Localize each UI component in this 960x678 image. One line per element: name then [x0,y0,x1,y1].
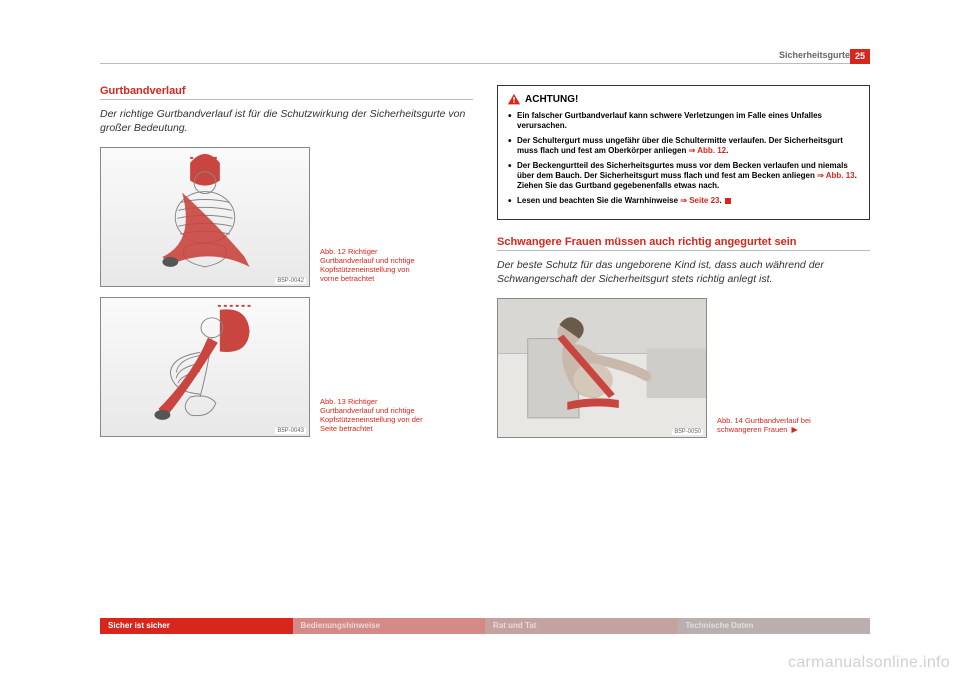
warning-triangle-icon [507,93,521,106]
heading-gurtbandverlauf: Gurtbandverlauf [100,85,473,100]
end-square-icon [725,198,731,204]
warning-item-4-text-b: . [719,196,721,205]
warning-list: Ein falscher Gurtbandverlauf kann schwer… [507,111,860,206]
figure-13-code: B5P-0043 [275,428,306,434]
header-bar: Sicherheitsgurte 25 [100,50,870,64]
warning-item-1-text: Ein falscher Gurtbandverlauf kann schwer… [517,111,822,130]
intro-text-left: Der richtige Gurtbandverlauf ist für die… [100,108,473,135]
heading-schwangere: Schwangere Frauen müssen auch richtig an… [497,236,870,251]
intro-text-right: Der beste Schutz für das ungeborene Kind… [497,259,870,286]
content-columns: Gurtbandverlauf Der richtige Gurtbandver… [100,85,870,610]
figure-13-image: B5P-0043 [100,297,310,437]
nav-tab-rat[interactable]: Rat und Tat [485,618,678,634]
right-column: ACHTUNG! Ein falscher Gurtbandverlauf ka… [497,85,870,610]
skeleton-front-illustration [101,148,309,287]
warning-item-2-text-b: . [726,146,728,155]
warning-item-4-ref: ⇒ Seite 23 [680,196,719,205]
figure-13-block: B5P-0043 Abb. 13 Richtiger Gurtbandverla… [100,297,473,437]
bottom-nav: Sicher ist sicher Bedienungshinweise Rat… [100,618,870,634]
nav-tab-bedienung[interactable]: Bedienungshinweise [293,618,486,634]
figure-12-block: B5P-0042 Abb. 12 Richtiger Gurtbandverla… [100,147,473,287]
figure-14-image: B5P-0050 [497,298,707,438]
figure-14-code: B5P-0050 [672,429,703,435]
warning-item-4: Lesen und beachten Sie die Warnhinweise … [507,196,860,206]
header-rule [100,63,850,64]
warning-item-2-text-a: Der Schultergurt muss ungefähr über die … [517,136,843,155]
warning-header: ACHTUNG! [507,93,860,106]
watermark-text: carmanualsonline.info [788,654,950,672]
warning-item-3-text-a: Der Beckengurtteil des Sicherheitsgurtes… [517,161,848,180]
skeleton-side-illustration [101,298,309,437]
figure-12-caption: Abb. 12 Richtiger Gurtbandverlauf und ri… [320,247,430,287]
figure-12-image: B5P-0042 [100,147,310,287]
warning-item-1: Ein falscher Gurtbandverlauf kann schwer… [507,111,860,131]
nav-tab-technische[interactable]: Technische Daten [678,618,871,634]
figure-12-code: B5P-0042 [275,278,306,284]
warning-item-2-ref: ⇒ Abb. 12 [689,146,727,155]
section-label: Sicherheitsgurte [773,50,850,60]
figure-13-caption: Abb. 13 Richtiger Gurtbandverlauf und ri… [320,397,430,437]
page-number-badge: 25 [850,49,870,64]
warning-box: ACHTUNG! Ein falscher Gurtbandverlauf ka… [497,85,870,220]
figure-14-block: B5P-0050 Abb. 14 Gurtbandverlauf bei sch… [497,298,870,438]
warning-title: ACHTUNG! [525,94,578,105]
page: Sicherheitsgurte 25 Gurtbandverlauf Der … [100,50,870,650]
warning-item-3-ref: ⇒ Abb. 13 [817,171,855,180]
warning-item-2: Der Schultergurt muss ungefähr über die … [507,136,860,156]
figure-14-caption: Abb. 14 Gurtbandverlauf bei schwangeren … [717,416,827,438]
left-column: Gurtbandverlauf Der richtige Gurtbandver… [100,85,473,610]
continue-arrow-icon: ▶ [790,425,798,434]
nav-tab-sicher[interactable]: Sicher ist sicher [100,618,293,634]
warning-item-4-text-a: Lesen und beachten Sie die Warnhinweise [517,196,680,205]
warning-item-3: Der Beckengurtteil des Sicherheitsgurtes… [507,161,860,191]
pregnant-seatbelt-illustration [498,299,706,438]
